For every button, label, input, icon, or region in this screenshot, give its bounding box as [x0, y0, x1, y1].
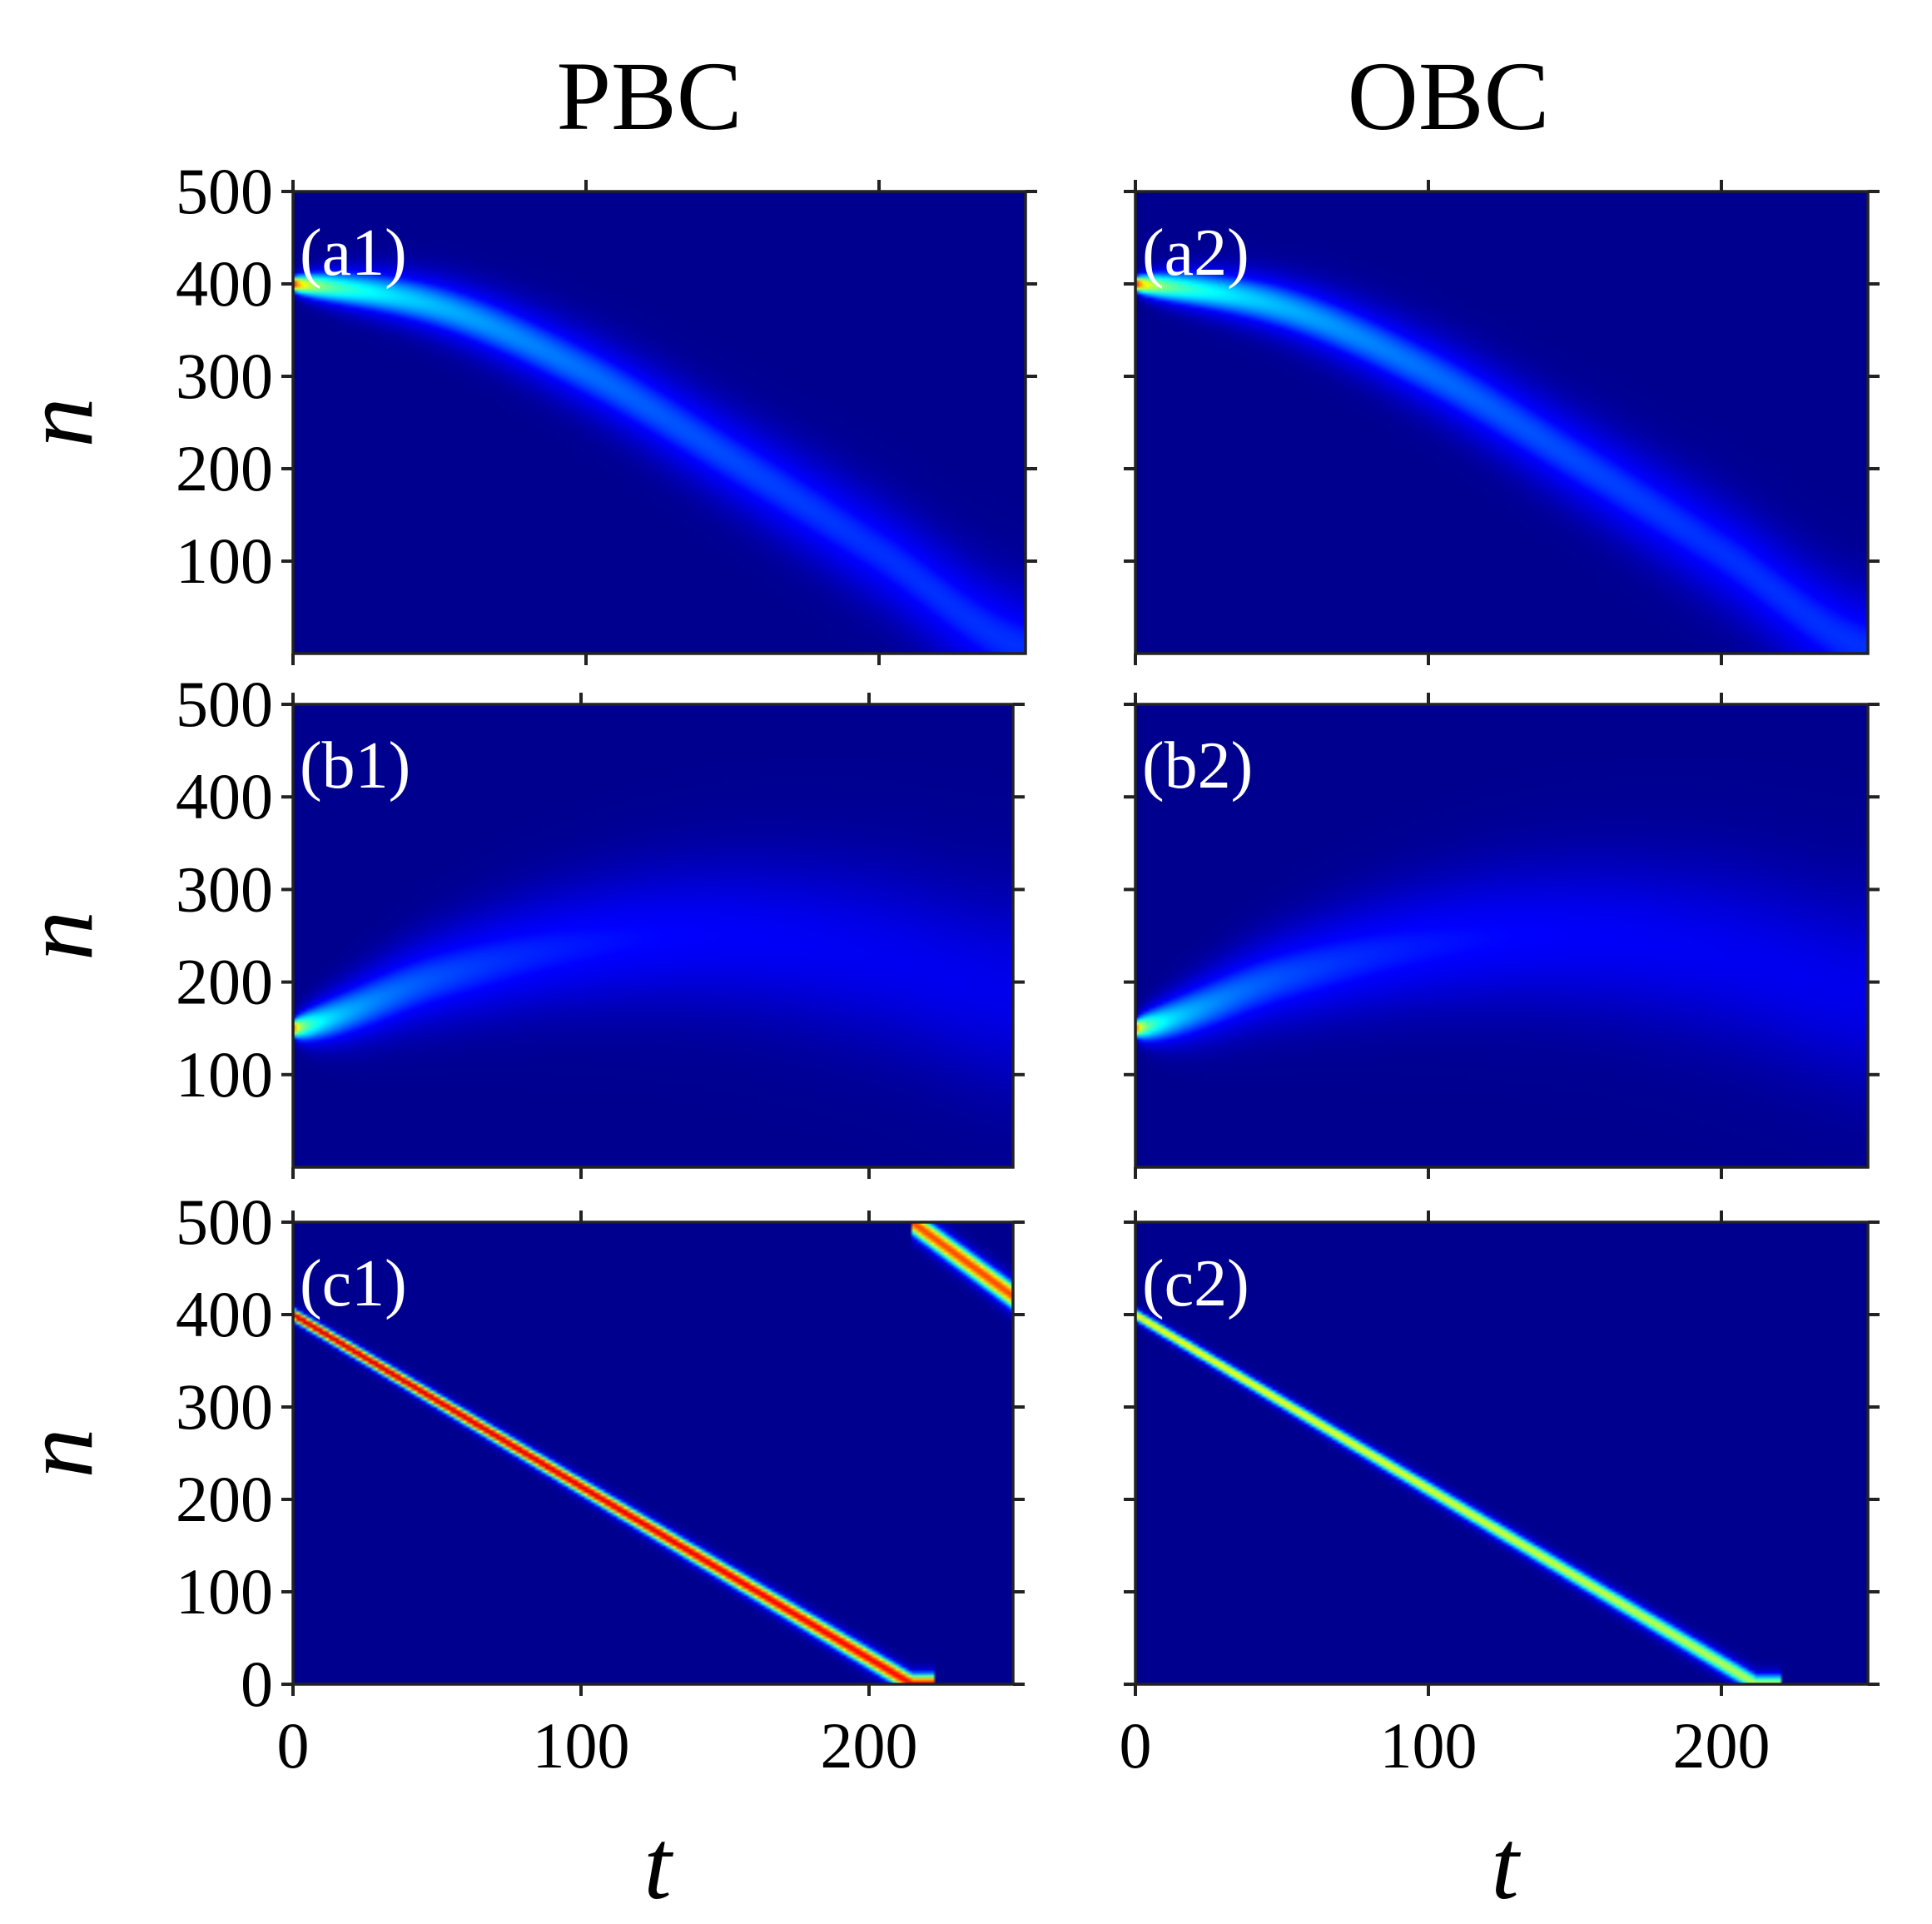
panel-c2: 0 100 200 (c2)	[1120, 1211, 1880, 1782]
panel-label-b1: (b1)	[300, 729, 410, 803]
ytick-label-b1-500: 500	[176, 668, 273, 740]
ytick-label-c1-100: 100	[176, 1555, 273, 1628]
column-title-obc: OBC	[1348, 42, 1550, 151]
ytick-label-a1-200: 200	[176, 432, 273, 505]
panel-label-a2: (a2)	[1142, 216, 1249, 290]
panel-label-b2: (b2)	[1142, 729, 1253, 803]
xtick-label-c2-100: 100	[1380, 1709, 1478, 1782]
ytick-label-b1-300: 300	[176, 853, 273, 925]
ytick-label-c1-300: 300	[176, 1370, 273, 1443]
panel-b1: 100 200 300 400 500 (b1) n	[2, 668, 1025, 1179]
ylabel-a1: n	[2, 398, 113, 448]
ytick-label-a1-500: 500	[176, 155, 273, 227]
panel-frame-c1	[291, 1221, 1015, 1686]
ytick-label-a1-400: 400	[176, 247, 273, 320]
ytick-label-b1-400: 400	[176, 760, 273, 833]
column-title-pbc: PBC	[556, 42, 742, 151]
panel-frame-b2	[1134, 703, 1870, 1169]
ytick-label-c1-200: 200	[176, 1463, 273, 1535]
panel-frame-c2	[1134, 1221, 1870, 1686]
heatmap-image-a2	[1135, 191, 1868, 654]
panel-a2: (a2)	[1124, 180, 1880, 665]
xtick-label-c1-0: 0	[277, 1709, 310, 1782]
panel-label-a1: (a1)	[300, 216, 407, 290]
panel-frame-a2	[1134, 190, 1870, 655]
ytick-label-a1-100: 100	[176, 525, 273, 597]
xlabel-right: t	[1491, 1809, 1521, 1920]
heatmap-image-c1	[293, 1222, 1013, 1684]
heatmap-image-c2	[1135, 1222, 1868, 1684]
panel-c1: 0 100 200 300 400 500 0 100 200 (c1) n	[2, 1186, 1025, 1782]
ytick-label-b1-200: 200	[176, 946, 273, 1018]
panel-frame-a1	[291, 190, 1027, 655]
ylabel-c1: n	[2, 1429, 113, 1479]
ytick-label-b1-100: 100	[176, 1038, 273, 1111]
heatmap-image-a1	[293, 191, 1026, 654]
panel-label-c2: (c2)	[1142, 1247, 1249, 1320]
ytick-label-c1-400: 400	[176, 1278, 273, 1350]
heatmap-image-b1	[293, 704, 1013, 1167]
ytick-label-c1-0: 0	[241, 1648, 273, 1720]
panel-a1: 100 200 300 400 500 (a1) n	[2, 155, 1037, 665]
panel-b2: (b2)	[1124, 693, 1880, 1179]
ytick-label-a1-300: 300	[176, 340, 273, 412]
panels: 100 200 300 400 500 (a1) n (a2) 100 200 300 400 500 (…	[2, 155, 1880, 1782]
xtick-label-c2-200: 200	[1673, 1709, 1771, 1782]
xlabel-left: t	[643, 1809, 673, 1920]
ytick-label-c1-500: 500	[176, 1186, 273, 1258]
xtick-label-c2-0: 0	[1120, 1709, 1152, 1782]
heatmap-image-b2	[1135, 704, 1868, 1167]
panel-frame-b1	[291, 703, 1015, 1169]
xtick-label-c1-100: 100	[533, 1709, 630, 1782]
ylabel-b1: n	[2, 911, 113, 961]
panel-label-c1: (c1)	[300, 1247, 407, 1320]
xtick-label-c1-200: 200	[821, 1709, 918, 1782]
